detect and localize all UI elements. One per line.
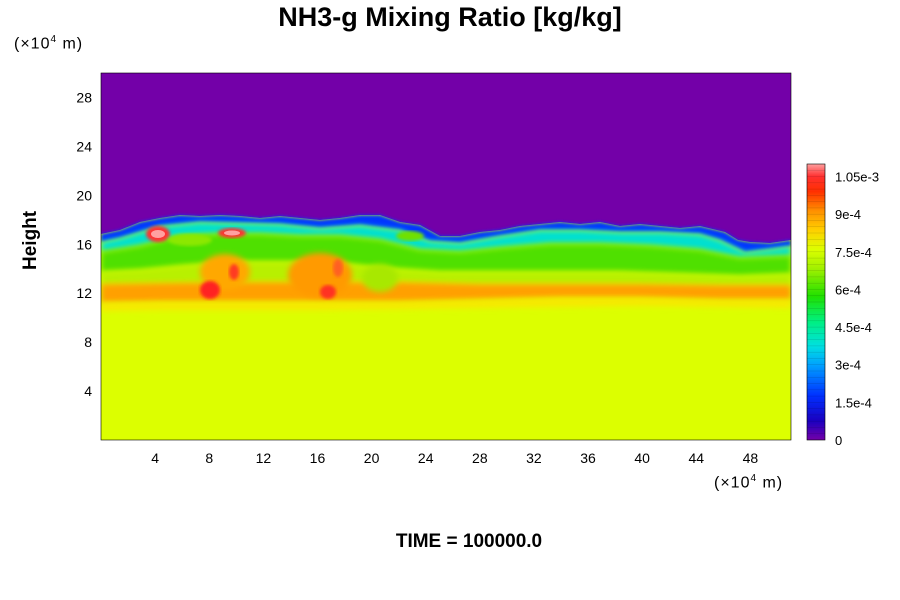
colorbar-gradient: [806, 163, 826, 441]
colorbar-tick-label: 4.5e-4: [835, 320, 872, 335]
x-tick-label: 4: [151, 450, 159, 466]
y-tick-label: 20: [76, 187, 92, 203]
x-tick-label: 12: [256, 450, 272, 466]
plume-green: [362, 264, 398, 292]
y-tick-label: 24: [76, 138, 92, 154]
x-tick-labels: 4 8 12 16 20 24 28 32 36 40 44 48: [151, 450, 758, 466]
x-tick-label: 24: [418, 450, 434, 466]
x-tick-label: 48: [743, 450, 759, 466]
green-patch: [396, 231, 424, 241]
y-tick-label: 16: [76, 236, 92, 252]
plume-orange: [200, 254, 250, 290]
colorbar: 0 1.5e-4 3e-4 4.5e-4 6e-4 7.5e-4 9e-4 1.05e-3: [806, 163, 879, 448]
y-tick-label: 4: [84, 383, 92, 399]
yellow-fringe: [101, 298, 791, 311]
colorbar-tick-label: 7.5e-4: [835, 245, 872, 260]
x-tick-label: 36: [580, 450, 596, 466]
hotspot-red: [320, 285, 336, 299]
y-tick-labels: 4 8 12 16 20 24 28: [76, 89, 92, 399]
colorbar-tick-label: 9e-4: [835, 207, 861, 222]
x-tick-label: 16: [310, 450, 326, 466]
y-tick-label: 28: [76, 89, 92, 105]
heatmap-plot: [101, 73, 791, 440]
colorbar-tick-label: 3e-4: [835, 358, 861, 373]
time-label: TIME = 100000.0: [395, 531, 543, 552]
chart-title: NH3-g Mixing Ratio [kg/kg]: [278, 2, 622, 32]
plot-frame: [100, 72, 792, 441]
mixing-ratio-field: [101, 73, 791, 311]
colorbar-tick-label: 1.05e-3: [835, 170, 879, 185]
green-patch: [168, 234, 212, 246]
green-layer: [101, 234, 791, 276]
blue-fringe: [101, 215, 791, 252]
cyan-layer: [101, 222, 791, 258]
y-axis-unit: (×104 m): [14, 34, 84, 53]
x-tick-label: 28: [472, 450, 488, 466]
x-tick-label: 20: [364, 450, 380, 466]
x-axis-unit: (×104 m): [714, 473, 784, 492]
hotspot-red: [229, 264, 239, 280]
y-tick-label: 12: [76, 285, 92, 301]
hotspot-core: [151, 230, 165, 238]
colorbar-tick-labels: 0 1.5e-4 3e-4 4.5e-4 6e-4 7.5e-4 9e-4 1.05e-3: [835, 170, 879, 448]
hotspot-core: [224, 230, 240, 236]
orange-band: [101, 282, 791, 303]
hotspot-red: [200, 281, 220, 299]
colorbar-tick-label: 1.5e-4: [835, 395, 872, 410]
upper-region: [101, 73, 791, 243]
colorbar-levels: [807, 170, 825, 434]
colorbar-tick-label: 6e-4: [835, 282, 861, 297]
hotspot-red: [333, 259, 343, 277]
colorbar-tick-label: 0: [835, 433, 842, 448]
y-tick-label: 8: [84, 334, 92, 350]
x-tick-label: 8: [205, 450, 213, 466]
x-tick-label: 32: [526, 450, 542, 466]
lime-layer: [101, 262, 791, 285]
plume-orange: [288, 253, 352, 297]
x-tick-label: 44: [689, 450, 705, 466]
x-tick-label: 40: [634, 450, 650, 466]
